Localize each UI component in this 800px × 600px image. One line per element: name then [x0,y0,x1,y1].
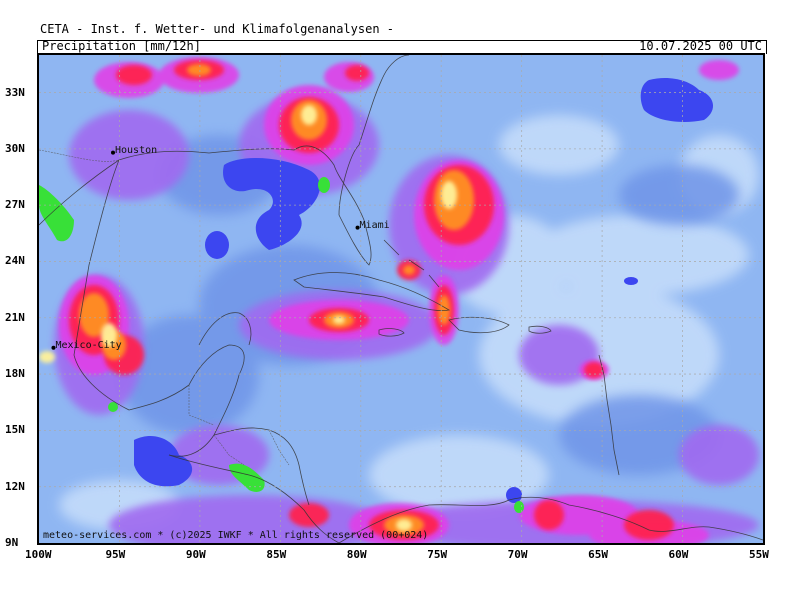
lat-label: 9N [5,536,19,549]
coastlines [39,55,763,543]
copyright-notice: meteo-services.com * (c)2025 IWKF * All … [43,530,429,541]
lon-label: 55W [749,548,769,561]
lat-label: 12N [5,479,25,493]
city-label: Mexico-City [55,339,122,351]
city-label: Miami [359,219,390,231]
lon-label: 70W [507,548,528,561]
city-dot [111,150,116,155]
lat-label: 27N [5,198,25,212]
light-precip-field [59,115,759,530]
lon-label: 65W [588,548,608,561]
extreme-precip-yellow [39,105,457,531]
lat-label: 33N [5,85,25,99]
organization-header: CETA - Inst. f. Wetter- und Klimafolgena… [40,22,395,36]
country-borders [39,149,290,466]
lat-label: 21N [5,310,25,324]
map-canvas [39,55,763,543]
lon-label: 95W [105,548,126,561]
city-markers [51,150,360,350]
lat-label: 18N [5,367,25,381]
city-label: Houston [115,144,158,156]
map-title-bar: Precipitation [mm/12h] 10.07.2025 00 UTC [37,39,767,54]
lat-label: 15N [5,423,25,437]
city-dot [355,225,360,230]
lon-label: 60W [668,548,689,561]
lon-label: 85W [266,548,287,561]
product-label: Precipitation [mm/12h] [42,39,201,53]
city-dot [51,345,56,350]
dry-areas-green [39,177,524,513]
graticule [39,55,763,543]
dry-areas-blue [134,78,714,503]
lon-label: 100W [25,548,52,561]
lat-label: 30N [5,141,25,155]
lon-label: 90W [185,548,206,561]
lon-label: 75W [427,548,448,561]
precipitation-map[interactable]: Houston Miami Mexico-City meteo-services.c… [37,53,765,545]
lon-label: 80W [346,548,367,561]
lat-label: 24N [5,254,25,268]
valid-time-label: 10.07.2025 00 UTC [639,39,762,53]
